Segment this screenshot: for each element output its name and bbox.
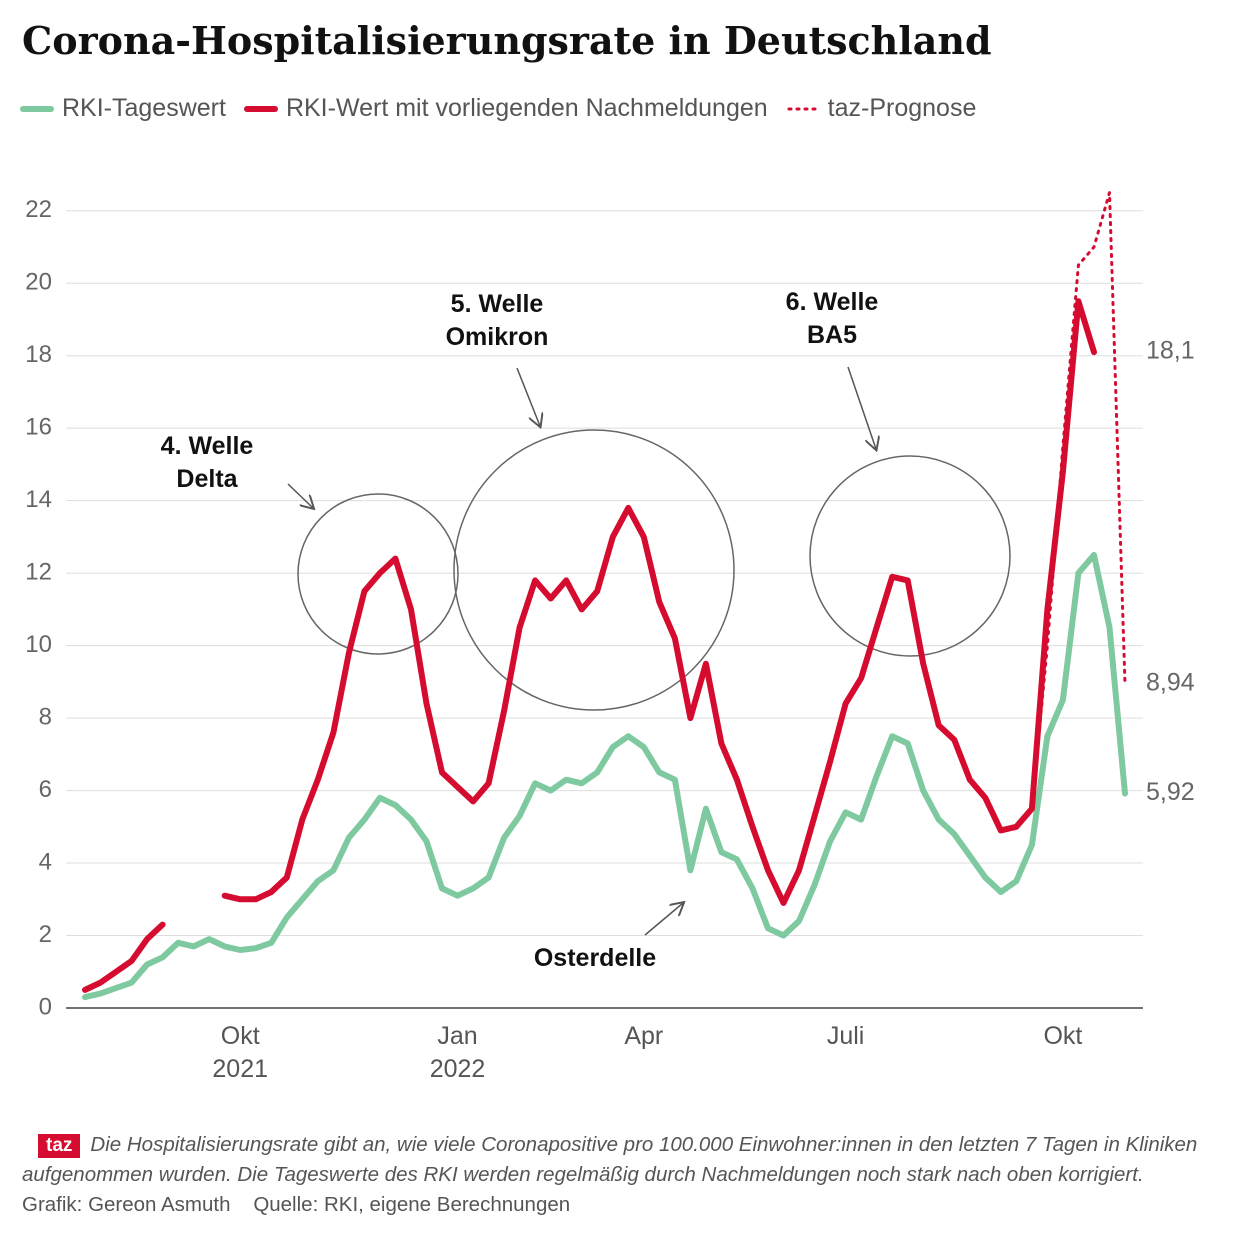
end-label: 18,1	[1146, 337, 1195, 365]
note: Die Hospitalisierungsrate gibt an, wie v…	[22, 1133, 1198, 1186]
y-tick-label: 22	[25, 196, 52, 223]
legend-item: RKI-Tageswert	[20, 94, 226, 123]
x-tick-label: Juli	[826, 1022, 865, 1050]
y-tick-label: 2	[39, 921, 52, 948]
y-tick-label: 4	[39, 848, 52, 875]
annotation: 4. Welle Delta	[160, 432, 254, 493]
logo: taz	[38, 1134, 81, 1158]
series-line	[82, 552, 1128, 1001]
legend-swatch	[787, 107, 819, 110]
x-tick-label: Okt	[1043, 1022, 1083, 1050]
annotation: 6. Welle BA5	[785, 288, 879, 349]
y-tick-label: 6	[39, 776, 52, 803]
arrows	[287, 366, 876, 936]
y-tick-label: 14	[25, 486, 52, 513]
annotation: 5. Welle Omikron	[445, 290, 549, 351]
arrow	[287, 483, 313, 508]
series-line	[82, 298, 1097, 993]
wave-circle	[297, 493, 459, 655]
arrow	[847, 366, 876, 449]
source: Quelle: RKI, eigene Berechnungen	[253, 1193, 571, 1216]
legend-item: RKI-Wert mit vorliegenden Nachmeldungen	[243, 94, 768, 123]
y-tick-label: 8	[39, 703, 52, 730]
y-tick-label: 12	[25, 558, 52, 585]
arrow	[644, 903, 683, 936]
end-label: 5,92	[1146, 778, 1195, 806]
wave-circle	[809, 455, 1011, 657]
legend-swatch	[243, 105, 278, 112]
legend-swatch	[20, 105, 54, 112]
arrow	[516, 367, 540, 426]
y-tick-label: 0	[39, 993, 52, 1020]
wave-circles	[297, 429, 1011, 711]
series-line	[1030, 191, 1127, 811]
x-tick-label: Jan 2022	[429, 1022, 486, 1083]
legend-item: taz-Prognose	[786, 94, 977, 123]
credit: Grafik: Gereon Asmuth	[22, 1193, 231, 1216]
legend-label: RKI-Wert mit vorliegenden Nachmeldungen	[285, 94, 768, 122]
legend-label: taz-Prognose	[827, 94, 977, 122]
y-tick-label: 16	[25, 414, 52, 441]
legend: RKI-Tageswert RKI-Wert mit vorliegenden N…	[20, 94, 976, 123]
chart-title: Corona-Hospitalisierungsrate in Deutschl…	[22, 18, 992, 63]
x-tick-label: Apr	[624, 1022, 664, 1050]
wave-circle	[453, 429, 735, 711]
annotation: Osterdelle	[533, 944, 657, 972]
legend-label: RKI-Tageswert	[62, 94, 226, 122]
end-label: 8,94	[1146, 669, 1195, 697]
y-tick-label: 10	[25, 631, 52, 658]
footer: taz Die Hospitalisierungsrate gibt an, wi…	[22, 1130, 1218, 1220]
y-tick-label: 18	[25, 341, 52, 368]
x-tick-label: Okt 2021	[212, 1022, 269, 1083]
y-tick-label: 20	[25, 269, 52, 296]
